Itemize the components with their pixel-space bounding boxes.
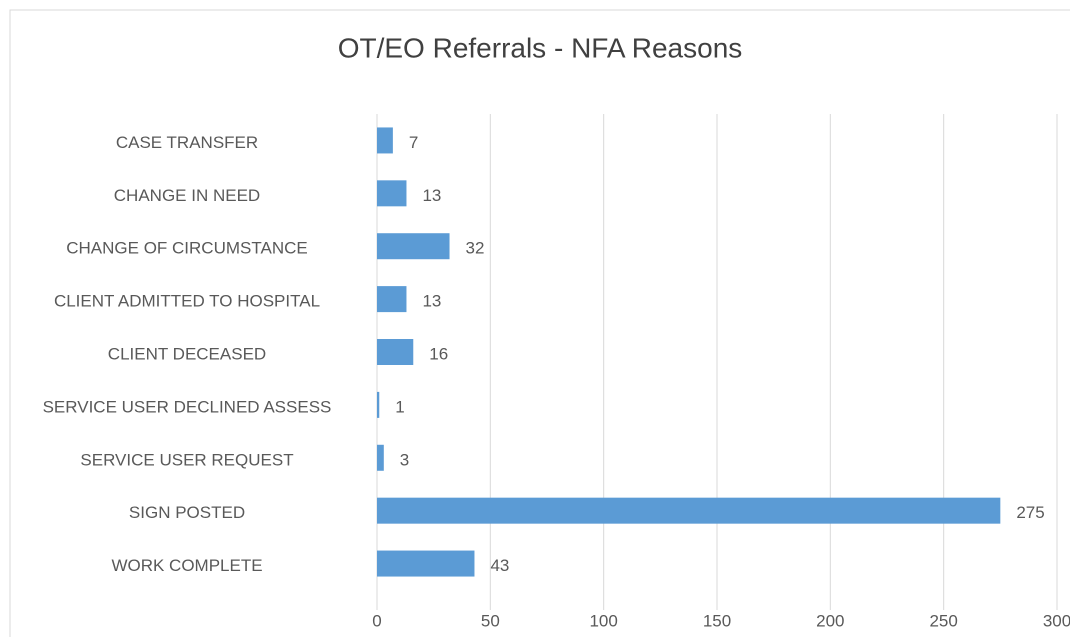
bar xyxy=(377,339,414,365)
bar xyxy=(377,550,475,577)
y-tick-label: SERVICE USER DECLINED ASSESS xyxy=(43,397,332,416)
bar xyxy=(377,286,407,313)
y-tick-label: CHANGE OF CIRCUMSTANCE xyxy=(66,239,307,258)
y-tick-label: CLIENT DECEASED xyxy=(108,344,266,363)
bar xyxy=(377,127,393,154)
y-tick-label: CASE TRANSFER xyxy=(116,133,258,152)
data-label: 275 xyxy=(1016,503,1044,522)
x-tick-label: 50 xyxy=(481,611,500,630)
y-tick-label: SIGN POSTED xyxy=(129,503,245,522)
data-label: 7 xyxy=(409,133,418,152)
x-tick-label: 250 xyxy=(929,611,957,630)
data-label: 13 xyxy=(422,292,441,311)
bar xyxy=(377,180,407,207)
y-tick-label: WORK COMPLETE xyxy=(111,556,262,575)
chart-border xyxy=(9,9,1070,637)
y-tick-label: CHANGE IN NEED xyxy=(114,186,260,205)
bar xyxy=(377,233,450,260)
data-label: 13 xyxy=(422,186,441,205)
chart-title: OT/EO Referrals - NFA Reasons xyxy=(338,32,743,63)
x-tick-label: 300 xyxy=(1043,611,1070,630)
x-tick-label: 0 xyxy=(372,611,381,630)
data-label: 3 xyxy=(400,450,409,469)
x-tick-label: 150 xyxy=(703,611,731,630)
bar xyxy=(377,497,1001,524)
data-label: 16 xyxy=(429,344,448,363)
x-tick-label: 200 xyxy=(816,611,844,630)
x-tick-label: 100 xyxy=(589,611,617,630)
y-tick-label: SERVICE USER REQUEST xyxy=(80,450,293,469)
y-tick-label: CLIENT ADMITTED TO HOSPITAL xyxy=(54,292,320,311)
data-label: 32 xyxy=(466,239,485,258)
bar xyxy=(377,444,384,471)
data-label: 1 xyxy=(395,397,404,416)
data-label: 43 xyxy=(490,556,509,575)
bar xyxy=(377,391,380,418)
